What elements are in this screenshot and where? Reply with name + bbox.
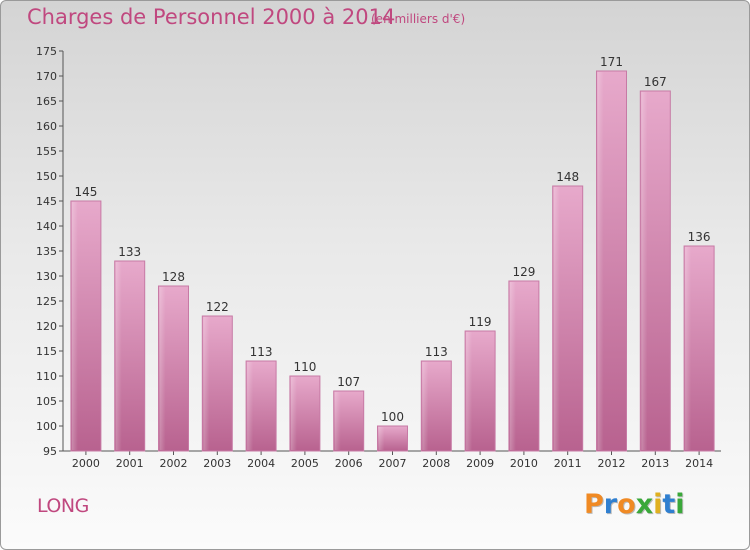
logo-letter: P (584, 489, 604, 520)
data-label: 133 (118, 245, 141, 259)
y-tick-label: 135 (36, 245, 57, 258)
bar (333, 390, 365, 452)
x-tick-label: 2007 (379, 457, 407, 470)
y-tick-label: 130 (36, 270, 57, 283)
x-tick-label: 2001 (116, 457, 144, 470)
data-label: 113 (425, 345, 448, 359)
data-label: 100 (381, 410, 404, 424)
bar (420, 360, 452, 452)
data-label: 171 (600, 55, 623, 69)
y-tick-label: 150 (36, 170, 57, 183)
x-tick-label: 2000 (72, 457, 100, 470)
data-label: 148 (556, 170, 579, 184)
data-label: 167 (644, 75, 667, 89)
bars (70, 70, 715, 452)
bar-highlight (334, 392, 341, 450)
bar (683, 245, 715, 452)
bar-highlight (290, 377, 297, 450)
bar-highlight (247, 362, 254, 450)
y-tick-label: 145 (36, 195, 57, 208)
bar (245, 360, 277, 452)
bar (377, 425, 408, 452)
x-tick-label: 2004 (247, 457, 275, 470)
data-label: 113 (250, 345, 273, 359)
y-tick-label: 175 (36, 45, 57, 58)
bar-highlight (203, 317, 210, 450)
x-tick-label: 2011 (554, 457, 582, 470)
data-label: 107 (337, 375, 360, 389)
y-tick-label: 100 (36, 420, 57, 433)
logo-letter: o (617, 489, 636, 520)
bar-highlight (466, 332, 473, 450)
data-label: 145 (74, 185, 97, 199)
bar (464, 330, 496, 452)
logo-letter: t (662, 489, 676, 520)
logo-letter: i (653, 489, 663, 520)
x-tick-label: 2002 (160, 457, 188, 470)
bar-highlight (553, 187, 560, 450)
bar (596, 70, 627, 452)
x-tick-label: 2010 (510, 457, 538, 470)
y-tick-label: 165 (36, 95, 57, 108)
bar-highlight (685, 247, 692, 450)
bar-highlight (597, 72, 604, 450)
x-tick-label: 2003 (203, 457, 231, 470)
y-tick-label: 95 (43, 445, 57, 458)
data-label: 136 (688, 230, 711, 244)
y-tick-label: 120 (36, 320, 57, 333)
bar (114, 260, 146, 452)
x-tick-label: 2006 (335, 457, 363, 470)
x-tick-label: 2008 (422, 457, 450, 470)
bar-highlight (159, 287, 166, 450)
x-tick-label: 2012 (598, 457, 626, 470)
y-tick-label: 110 (36, 370, 57, 383)
logo-letter: i (675, 489, 685, 520)
logo-letter: r (603, 489, 618, 520)
bar-highlight (71, 202, 78, 450)
bar (508, 280, 540, 452)
bar (70, 200, 102, 452)
bar (289, 375, 321, 452)
logo-letter: x (635, 489, 654, 520)
y-tick-label: 155 (36, 145, 57, 158)
y-tick-label: 160 (36, 120, 57, 133)
bar (552, 185, 584, 452)
data-label: 122 (206, 300, 229, 314)
x-tick-label: 2014 (685, 457, 713, 470)
x-tick-label: 2009 (466, 457, 494, 470)
data-label: 119 (469, 315, 492, 329)
axes: 95 100 105 110 115 120 125 130 135 140 145 150 155 16… (36, 45, 721, 470)
bar-highlight (378, 427, 385, 450)
x-tick-label: 2005 (291, 457, 319, 470)
x-tick-label: 2013 (641, 457, 669, 470)
y-tick-label: 170 (36, 70, 57, 83)
chart-title: Charges de Personnel 2000 à 2014 (27, 5, 396, 29)
chart-subtitle: (en milliers d'€) (371, 12, 466, 26)
bar-highlight (641, 92, 648, 450)
proxiti-logo[interactable]: Proxiti (584, 489, 685, 520)
y-tick-label: 125 (36, 295, 57, 308)
bar (639, 90, 671, 452)
bar-highlight (115, 262, 122, 450)
data-label: 128 (162, 270, 185, 284)
bar (201, 315, 233, 452)
bar-highlight (422, 362, 429, 450)
y-tick-label: 140 (36, 220, 57, 233)
data-label: 110 (293, 360, 316, 374)
bar (158, 285, 189, 452)
data-label: 129 (512, 265, 535, 279)
y-tick-label: 115 (36, 345, 57, 358)
data-labels: 145 133 128 122 113 110 107 100 113 119 129 148 171 1… (74, 55, 710, 424)
y-tick-label: 105 (36, 395, 57, 408)
bar-highlight (509, 282, 516, 450)
town-name: LONG (37, 495, 89, 517)
